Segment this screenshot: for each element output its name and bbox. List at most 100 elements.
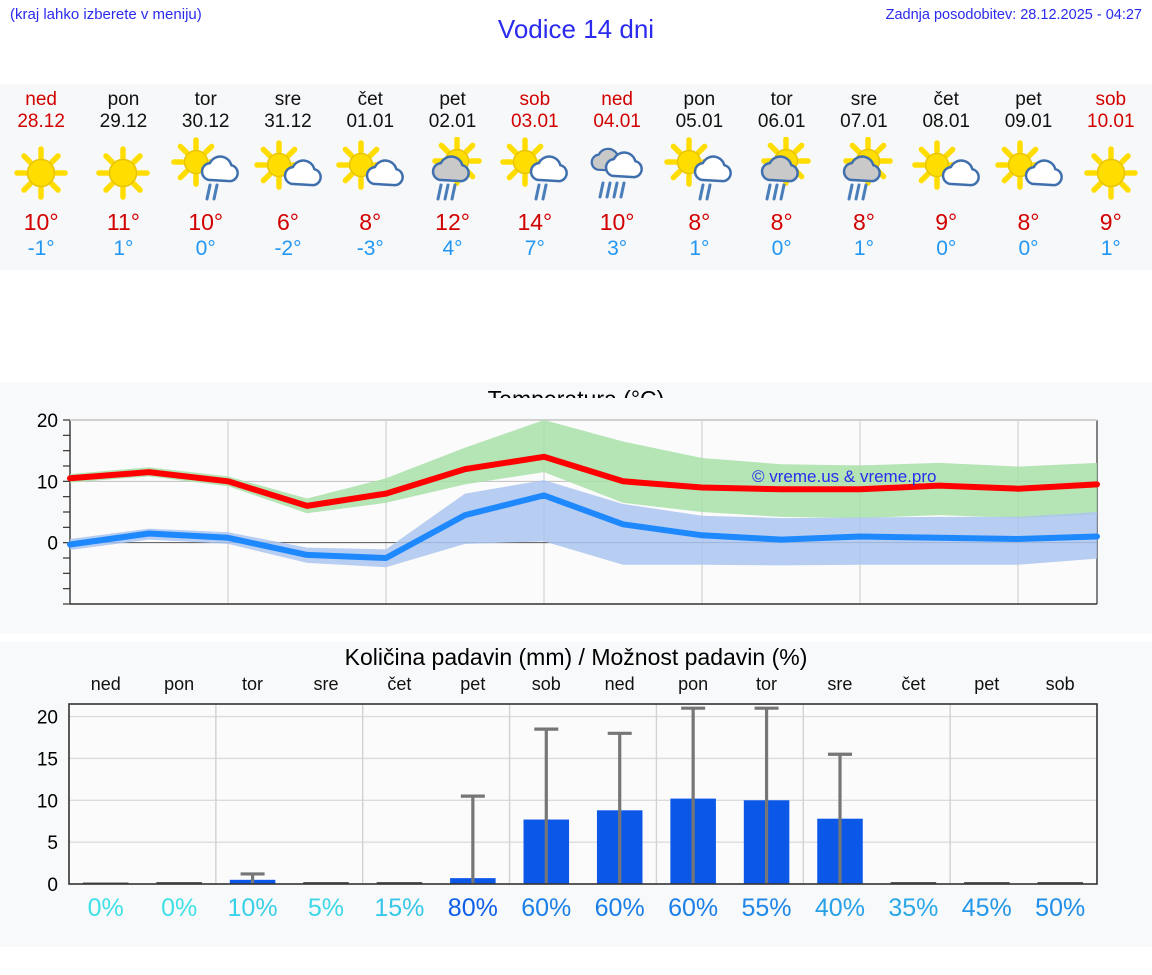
- precipitation-day-label: sre: [827, 674, 853, 694]
- precipitation-probability-label: 40%: [814, 894, 865, 922]
- min-temperature-label: 0°: [195, 237, 216, 260]
- max-temperature-label: 10°: [599, 209, 635, 235]
- day-date-label: 01.01: [346, 111, 395, 132]
- min-temperature-label: 3°: [607, 237, 628, 260]
- precipitation-probability-label: 80%: [447, 894, 498, 922]
- day-of-week-label: pet: [439, 89, 466, 110]
- day-column[interactable]: tor 30.12 10° 0°: [165, 84, 247, 270]
- day-of-week-label: čet: [357, 89, 383, 110]
- day-date-label: 31.12: [264, 111, 312, 132]
- day-column[interactable]: čet 08.01 9° 0°: [905, 84, 987, 270]
- precipitation-day-label: sre: [313, 674, 339, 694]
- sun-cloud-icon: [912, 140, 981, 190]
- precipitation-day-labels: ned pon tor sre čet pet sob ned pon tor sre čet pet s…: [69, 674, 1097, 695]
- precipitation-chart-title: Količina padavin (mm) / Možnost padavin …: [344, 644, 808, 670]
- day-column[interactable]: sob 03.01 14° 7°: [494, 84, 576, 270]
- day-date-label: 30.12: [181, 111, 230, 132]
- day-date-label: 07.01: [840, 111, 888, 132]
- sun-cloud-rain-icon: [170, 137, 239, 201]
- weather-icon-slot: [82, 133, 164, 209]
- precipitation-y-tick: 0: [47, 875, 58, 896]
- precipitation-probability-label: 0%: [161, 894, 198, 922]
- day-date-label: 06.01: [757, 111, 806, 132]
- sun-graycloud-rain-icon: [760, 137, 811, 201]
- min-temperature-label: 7°: [524, 237, 545, 260]
- weather-icon-slot: [329, 133, 411, 209]
- weather-icon-slot: [741, 133, 823, 209]
- day-column[interactable]: pon 05.01 8° 1°: [658, 84, 740, 270]
- min-temperature-label: 1°: [113, 237, 134, 260]
- day-of-week-label: sre: [274, 89, 302, 110]
- precipitation-bar: [964, 882, 1010, 884]
- day-date-label: 02.01: [428, 111, 477, 132]
- precipitation-day-label: čet: [901, 674, 926, 694]
- page-header: (kraj lahko izberete v meniju) Vodice 14…: [0, 0, 1152, 62]
- min-temperature-label: 1°: [689, 237, 710, 260]
- daily-forecast-strip: ned 28.12 10° -1° pon 29.12 11° 1° tor 30.12 10° 0…: [0, 84, 1152, 270]
- precipitation-bar: [156, 882, 202, 884]
- sun-icon: [14, 146, 68, 200]
- precipitation-probability-label: 60%: [668, 894, 719, 922]
- max-temperature-label: 8°: [1017, 209, 1040, 235]
- day-of-week-label: sre: [850, 89, 878, 110]
- max-temperature-label: 8°: [770, 209, 793, 235]
- precipitation-chart-panel: Količina padavin (mm) / Možnost padavin …: [0, 642, 1152, 947]
- day-of-week-label: sob: [519, 89, 551, 110]
- sun-graycloud-rain-icon: [842, 137, 893, 201]
- day-column[interactable]: pon 29.12 11° 1°: [82, 84, 164, 270]
- precipitation-day-label: pon: [164, 674, 195, 694]
- precipitation-probability-label: 10%: [227, 894, 278, 922]
- weather-icon-slot: [1070, 133, 1152, 209]
- max-temperature-label: 12°: [435, 209, 470, 235]
- precipitation-day-label: ned: [90, 674, 121, 694]
- max-temperature-label: 8°: [359, 209, 382, 235]
- day-of-week-label: ned: [25, 89, 57, 110]
- day-date-label: 29.12: [99, 111, 148, 132]
- last-update-label: Zadnja posodobitev: 28.12.2025 - 04:27: [885, 7, 1142, 23]
- sun-cloud-rain-icon: [500, 137, 568, 201]
- precipitation-day-label: pon: [678, 674, 709, 694]
- max-temperature-label: 10°: [188, 209, 224, 235]
- weather-icon-slot: [247, 133, 329, 209]
- min-temperature-label: 0°: [771, 237, 792, 260]
- day-column[interactable]: sre 31.12 6° -2°: [247, 84, 329, 270]
- day-column[interactable]: pet 09.01 8° 0°: [987, 84, 1069, 270]
- temperature-chart-canvas: 20 10 0 © vreme.us & vreme.pro: [0, 382, 1152, 634]
- sun-cloud-icon: [336, 140, 405, 190]
- max-temperature-label: 9°: [935, 209, 958, 235]
- day-of-week-label: tor: [770, 89, 793, 110]
- weather-icon-slot: [987, 133, 1069, 209]
- day-date-label: 04.01: [593, 111, 641, 132]
- max-temperature-label: 11°: [106, 209, 140, 235]
- weather-icon-slot: [576, 133, 658, 209]
- day-of-week-label: tor: [194, 89, 217, 110]
- day-of-week-label: pon: [107, 89, 140, 110]
- page-title: Vodice 14 dni: [497, 14, 655, 44]
- sun-cloud-icon: [994, 140, 1063, 190]
- precipitation-probability-label: 45%: [961, 894, 1012, 922]
- day-of-week-label: pet: [1015, 89, 1042, 110]
- day-column[interactable]: sre 07.01 8° 1°: [823, 84, 905, 270]
- day-column[interactable]: sob 10.01 9° 1°: [1070, 84, 1152, 270]
- day-column[interactable]: ned 04.01 10° 3°: [576, 84, 658, 270]
- day-column[interactable]: ned 28.12 10° -1°: [0, 84, 82, 270]
- temperature-y-tick: 0: [47, 534, 58, 555]
- precipitation-bar: [303, 882, 349, 884]
- day-date-label: 08.01: [922, 111, 970, 132]
- day-date-label: 10.01: [1087, 111, 1135, 132]
- sun-graycloud-rain-icon: [431, 137, 482, 201]
- precipitation-probability-labels: 0% 0% 10% 5% 15% 80% 60% 60% 60% 55% 40% 35% 45% 50%: [69, 894, 1097, 923]
- min-temperature-label: -1°: [27, 237, 55, 260]
- weather-icon-slot: [905, 133, 987, 209]
- day-column[interactable]: tor 06.01 8° 0°: [741, 84, 823, 270]
- precipitation-day-label: čet: [387, 674, 412, 694]
- max-temperature-label: 8°: [852, 209, 875, 235]
- min-temperature-label: 0°: [936, 237, 957, 260]
- day-of-week-label: čet: [933, 89, 959, 110]
- day-column[interactable]: čet 01.01 8° -3°: [329, 84, 411, 270]
- day-column[interactable]: pet 02.01 12° 4°: [411, 84, 493, 270]
- min-temperature-label: 1°: [1100, 237, 1121, 260]
- precipitation-probability-label: 15%: [374, 894, 425, 922]
- weather-icon-slot: [165, 133, 247, 209]
- day-date-label: 05.01: [675, 111, 724, 132]
